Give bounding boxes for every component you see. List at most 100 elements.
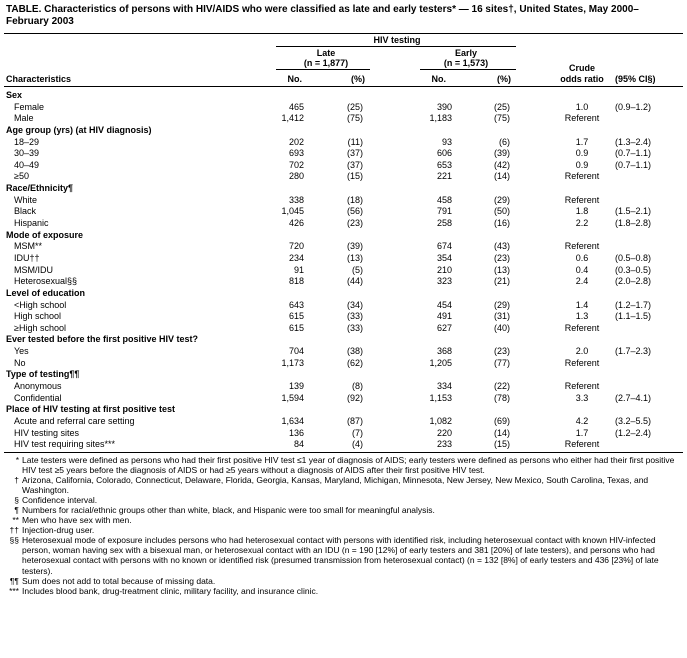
row-label: HIV testing sites — [14, 427, 80, 438]
header-crude: Crude — [568, 63, 595, 73]
late-no: 234 — [288, 252, 304, 263]
ci: (3.2–5.5) — [615, 415, 652, 426]
ci: (1.3–2.4) — [615, 136, 652, 147]
early-pct: (50) — [493, 206, 510, 217]
late-pct: (34) — [346, 299, 363, 310]
early-pct: (25) — [493, 101, 510, 112]
row-label: Female — [14, 101, 45, 112]
rule — [4, 33, 683, 34]
footnote-text: Numbers for racial/ethnic groups other t… — [22, 505, 435, 515]
late-no: 818 — [288, 276, 304, 287]
row-label: No — [14, 357, 26, 368]
early-no: 627 — [436, 322, 452, 333]
late-pct: (87) — [346, 415, 363, 426]
late-no: 693 — [288, 148, 304, 159]
late-no: 615 — [288, 311, 304, 322]
early-pct: (23) — [493, 252, 510, 263]
early-no: 454 — [436, 299, 452, 310]
row-label: Confidential — [14, 392, 62, 403]
row-label: ≥50 — [14, 171, 29, 182]
early-pct: (75) — [493, 113, 510, 124]
late-no: 643 — [288, 299, 304, 310]
footnote-text: Heterosexual mode of exposure includes p… — [22, 535, 659, 576]
row-label: Male — [14, 113, 34, 124]
ci: (1.8–2.8) — [615, 218, 652, 229]
late-no: 1,634 — [281, 415, 304, 426]
section-title: Type of testing¶¶ — [6, 369, 80, 380]
header-ci: (95% CI§) — [615, 74, 656, 84]
footnote-text: Includes blood bank, drug-treatment clin… — [22, 586, 319, 596]
odds-ratio: 2.4 — [575, 276, 589, 287]
row-label: MSM/IDU — [14, 264, 53, 275]
table-title: TABLE. Characteristics of persons with H… — [6, 4, 639, 27]
early-pct: (14) — [493, 427, 510, 438]
late-pct: (44) — [346, 276, 363, 287]
odds-ratio: 1.7 — [575, 427, 589, 438]
early-no: 491 — [436, 311, 452, 322]
row-label: 30–39 — [14, 148, 40, 159]
rule — [276, 69, 370, 70]
footnote-text: Sum does not add to total because of mis… — [22, 576, 216, 586]
late-pct: (37) — [346, 148, 363, 159]
section-title: Level of education — [6, 287, 86, 298]
early-no: 791 — [436, 206, 452, 217]
late-no: 136 — [288, 427, 304, 438]
late-pct: (8) — [352, 381, 363, 391]
header-early-n: (n = 1,573) — [443, 58, 489, 68]
section-title: Sex — [6, 90, 23, 100]
early-no: 323 — [436, 276, 452, 287]
early-pct: (31) — [493, 311, 510, 322]
odds-ratio: 2.2 — [575, 218, 589, 229]
ci: (1.2–2.4) — [615, 427, 652, 438]
early-no: 221 — [436, 171, 452, 182]
early-pct: (29) — [493, 299, 510, 310]
early-no: 1,183 — [429, 113, 452, 124]
early-no: 93 — [441, 136, 452, 147]
footnote-text: Confidence interval. — [22, 495, 98, 505]
odds-ratio: 0.9 — [575, 159, 589, 170]
odds-ratio: 1.0 — [575, 101, 589, 112]
late-no: 280 — [288, 171, 304, 182]
odds-ratio: 1.3 — [575, 311, 589, 322]
late-pct: (56) — [346, 206, 363, 217]
late-no: 702 — [288, 159, 304, 170]
ci: (1.1–1.5) — [615, 311, 652, 322]
odds-ratio: 0.6 — [575, 252, 589, 263]
late-no: 704 — [288, 346, 304, 357]
late-pct: (18) — [346, 194, 363, 205]
early-no: 210 — [436, 264, 452, 275]
odds-ratio: Referent — [564, 381, 600, 391]
row-label: Heterosexual§§ — [14, 276, 78, 287]
row-label: 18–29 — [14, 136, 40, 147]
early-pct: (43) — [493, 241, 510, 252]
late-pct: (37) — [346, 159, 363, 170]
late-no: 1,594 — [281, 392, 304, 403]
row-label: White — [14, 194, 38, 205]
early-no: 220 — [436, 427, 452, 438]
late-pct: (11) — [347, 136, 363, 147]
header-group: HIV testing — [373, 35, 421, 45]
late-pct: (5) — [352, 264, 363, 275]
early-pct: (23) — [493, 346, 510, 357]
row-label: ≥High school — [14, 322, 66, 333]
early-no: 354 — [436, 252, 452, 263]
section-title: Age group (yrs) (at HIV diagnosis) — [6, 124, 152, 135]
late-no: 426 — [288, 218, 304, 229]
rule — [4, 86, 683, 87]
late-no: 1,173 — [281, 357, 304, 368]
late-pct: (15) — [346, 171, 363, 182]
late-pct: (25) — [346, 101, 363, 112]
ci: (0.3–0.5) — [615, 264, 652, 275]
footnote-symbol: ¶¶ — [9, 576, 19, 586]
late-pct: (33) — [346, 322, 363, 333]
row-label: Hispanic — [14, 218, 49, 229]
row-label: High school — [14, 311, 62, 322]
early-no: 458 — [436, 194, 452, 205]
late-no: 1,045 — [281, 206, 304, 217]
header-early: Early — [454, 48, 478, 58]
early-pct: (16) — [493, 218, 510, 229]
section-title: Ever tested before the first positive HI… — [6, 334, 199, 345]
early-pct: (21) — [493, 276, 510, 287]
early-no: 1,205 — [429, 357, 452, 368]
